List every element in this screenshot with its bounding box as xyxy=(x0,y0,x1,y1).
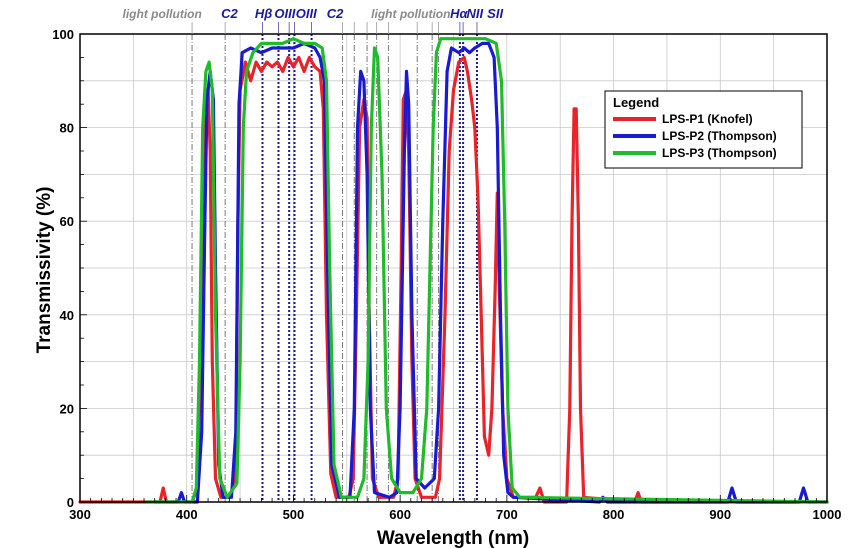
emission-line-label: C2 xyxy=(221,6,238,21)
tick-labels: 300 400 500 600 700 800 900 1000 0 20 40 60 80 100 xyxy=(52,27,841,522)
series-line-2 xyxy=(153,41,829,504)
x-tick-label: 300 xyxy=(69,507,91,522)
y-axis-label: Transmissivity (%) xyxy=(34,187,55,354)
series-layer xyxy=(78,37,829,504)
light-pollution-label: light pollution xyxy=(123,7,202,21)
x-tick-label: 600 xyxy=(389,507,411,522)
emission-line-label: Hα xyxy=(450,6,468,21)
y-tick-label: 100 xyxy=(52,27,74,42)
emission-line-label: OIII xyxy=(296,6,317,21)
emission-line-label: SII xyxy=(487,6,503,21)
emission-line-label: Hβ xyxy=(255,6,272,21)
light-pollution-label: light pollution xyxy=(371,7,450,21)
y-tick-label: 60 xyxy=(60,214,74,229)
x-axis-label: Wavelength (nm) xyxy=(377,528,529,548)
emission-line-label: NII xyxy=(467,6,484,21)
y-tick-label: 80 xyxy=(60,121,74,136)
legend-entry: LPS-P3 (Thompson) xyxy=(662,146,777,160)
x-tick-label: 800 xyxy=(603,507,625,522)
y-tick-label: 40 xyxy=(60,308,74,323)
x-tick-label: 1000 xyxy=(813,507,842,522)
legend-items: LPS-P1 (Knofel) LPS-P2 (Thompson) LPS-P3 (… xyxy=(613,112,777,160)
x-tick-label: 700 xyxy=(496,507,518,522)
axes-ticks xyxy=(79,33,828,503)
legend-box xyxy=(604,90,803,169)
legend-entry: LPS-P1 (Knofel) xyxy=(662,112,753,126)
emission-line-label: C2 xyxy=(327,6,344,21)
legend-entry: LPS-P2 (Thompson) xyxy=(662,129,777,143)
legend-title: Legend xyxy=(613,95,659,110)
x-tick-label: 500 xyxy=(283,507,305,522)
x-tick-label: 400 xyxy=(176,507,198,522)
x-tick-label: 900 xyxy=(709,507,731,522)
y-tick-label: 20 xyxy=(60,401,74,416)
y-tick-label: 0 xyxy=(67,495,74,510)
emission-line-label: OIII xyxy=(274,6,295,21)
series-line-3 xyxy=(145,37,829,504)
legend: Legend LPS-P1 (Knofel)LPS-P2 (Thompson)L… xyxy=(604,90,803,169)
